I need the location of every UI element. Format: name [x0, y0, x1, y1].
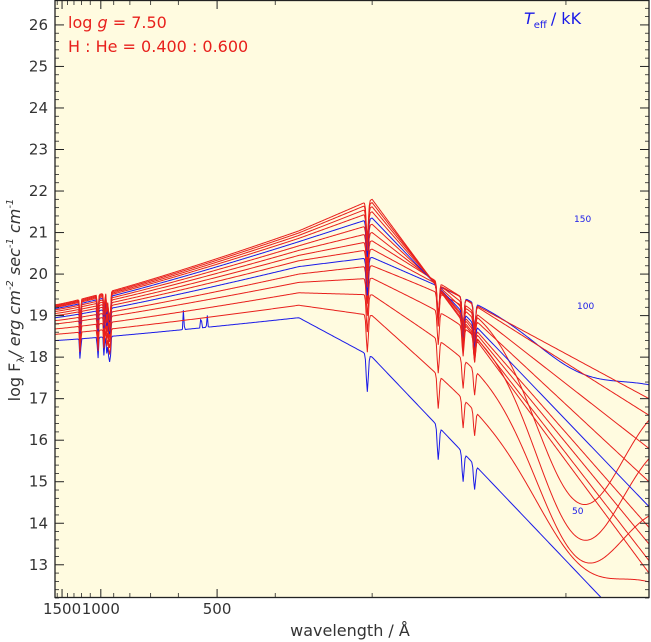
axes: 13 14 15 16 17 18 19 20 21 22 23 24 25 26 1500 1000 500 — [29, 0, 649, 618]
spectrum-curve-110 — [55, 248, 649, 400]
logg-annotation: log g = 7.50 — [68, 13, 167, 32]
y-tick-label: 16 — [29, 431, 48, 449]
x-tick-label: 500 — [203, 600, 232, 618]
y-tick-label: 24 — [29, 99, 48, 117]
y-tick-label: 25 — [29, 57, 48, 75]
composition-annotation: H : He = 0.400 : 0.600 — [68, 37, 248, 56]
curve-label-100: 100 — [577, 302, 594, 312]
y-tick-label: 15 — [29, 473, 48, 491]
spectrum-curve-100 — [55, 256, 649, 386]
spectrum-curve-180 — [55, 202, 649, 561]
y-tick-label: 14 — [29, 514, 48, 532]
spectrum-curve-150 — [55, 217, 649, 507]
x-axis-title: wavelength / Å — [290, 621, 410, 640]
spectrum-curve-50 — [55, 310, 603, 598]
spectrum-curve-120 — [55, 240, 649, 416]
y-tick-label: 13 — [29, 556, 48, 574]
spectrum-curve-130 — [55, 232, 649, 449]
y-tick-label: 21 — [29, 224, 48, 242]
y-tick-label: 26 — [29, 16, 48, 34]
y-tick-label: 23 — [29, 141, 48, 159]
spectrum-curve-90 — [55, 265, 649, 506]
teff-legend: Teff / kK — [524, 9, 582, 31]
spectrum-curve-60 — [55, 304, 649, 583]
curve-label-50: 50 — [572, 507, 584, 517]
spectrum-curve-70 — [55, 292, 649, 564]
curve-label-150: 150 — [574, 215, 591, 225]
plot-background — [55, 0, 649, 598]
curve-group — [55, 198, 649, 598]
spectrum-curve-170 — [55, 206, 649, 545]
y-tick-label: 17 — [29, 390, 48, 408]
y-tick-label: 19 — [29, 307, 48, 325]
y-tick-label: 22 — [29, 182, 48, 200]
spectrum-curves — [55, 198, 649, 598]
x-tick-label: 1500 — [43, 600, 81, 618]
spectrum-curve-80 — [55, 277, 649, 541]
plot-frame — [54, 0, 650, 599]
spectrum-curve-140 — [55, 223, 649, 483]
y-tick-label: 20 — [29, 265, 48, 283]
x-tick-label: 1000 — [82, 600, 120, 618]
y-tick-label: 18 — [29, 348, 48, 366]
spectrum-curve-160 — [55, 211, 649, 528]
y-axis-title: log Fλ/ erg cm-2 sec-1 cm-1 — [5, 199, 27, 402]
spectrum-curve-190 — [55, 198, 649, 574]
